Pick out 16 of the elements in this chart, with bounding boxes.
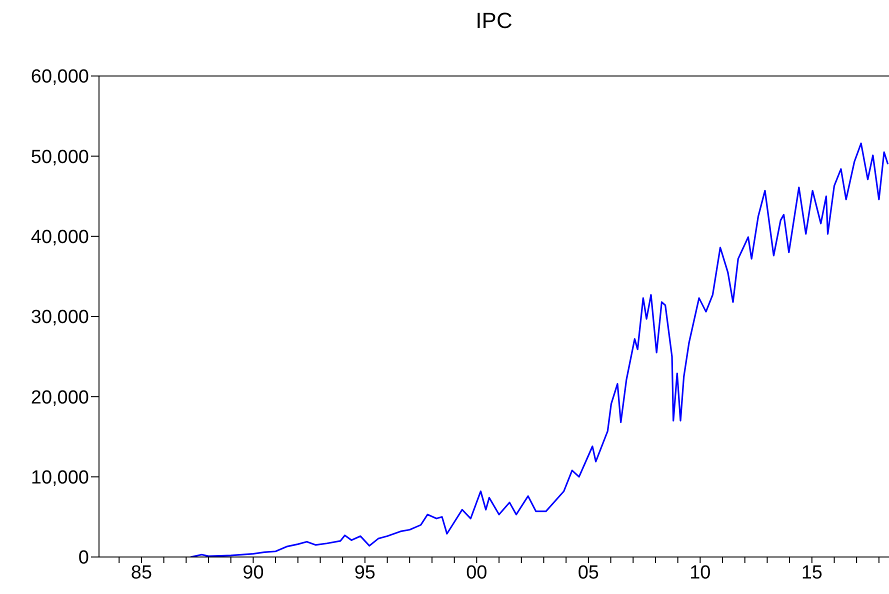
line-series bbox=[190, 142, 889, 557]
y-tick-label: 30,000 bbox=[30, 307, 89, 328]
y-tick-label: 60,000 bbox=[30, 66, 89, 88]
x-tick-label: 90 bbox=[242, 562, 264, 584]
x-tick-label: 00 bbox=[466, 562, 488, 584]
y-tick-label: 50,000 bbox=[30, 146, 89, 168]
x-tick-label: 15 bbox=[801, 562, 822, 584]
y-tick-label: 10,000 bbox=[30, 468, 89, 489]
y-tick-label: 0 bbox=[78, 548, 89, 569]
y-tick-label: 20,000 bbox=[30, 387, 89, 408]
x-tick-label: 95 bbox=[354, 562, 376, 584]
x-tick-label: 85 bbox=[130, 562, 152, 584]
x-tick-label: 10 bbox=[690, 562, 711, 584]
x-tick-label: 05 bbox=[578, 562, 599, 584]
chart-title: IPC bbox=[474, 8, 514, 34]
y-tick-label: 40,000 bbox=[30, 227, 89, 248]
